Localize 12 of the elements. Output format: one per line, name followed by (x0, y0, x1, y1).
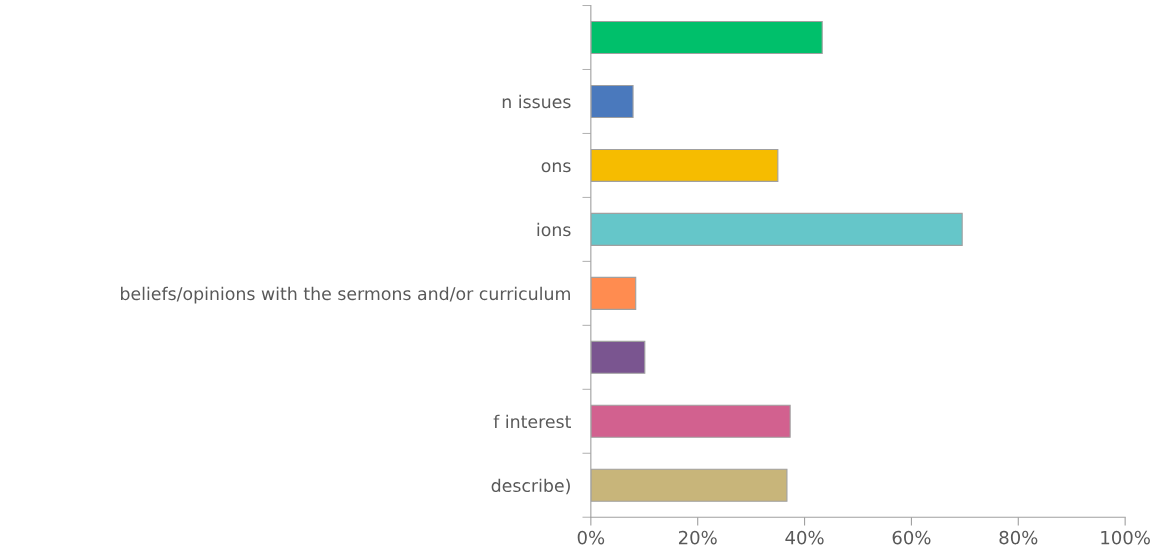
x-tick-label: 20% (678, 530, 717, 545)
x-tick-label: 100% (1101, 530, 1150, 545)
x-tick-label: 80% (999, 530, 1038, 545)
y-tick-label: ions (537, 222, 571, 237)
y-tick-label: n issues (502, 94, 571, 109)
y-tick-label: f interest (493, 414, 571, 429)
y-tick-label: beliefs/opinions with the sermons and/or curriculum (121, 286, 570, 304)
x-tick-label: 40% (785, 530, 824, 545)
y-tick-label: ons (541, 162, 571, 173)
x-tick-label: 0% (577, 530, 605, 545)
y-tick-label: describe) (491, 478, 570, 495)
x-tick-label: 60% (892, 530, 931, 545)
